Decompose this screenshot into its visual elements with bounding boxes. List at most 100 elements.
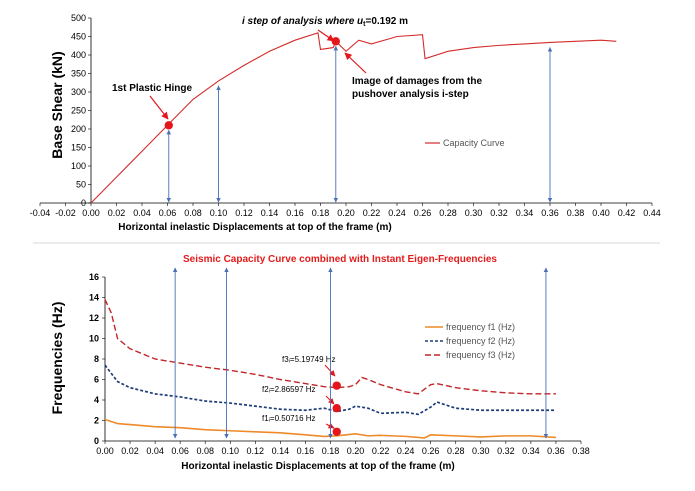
top-x-axis-label: Horizontal inelastic Displacements at to… — [118, 222, 391, 233]
bottom-x-tick-label: 0.32 — [497, 446, 515, 456]
bottom-chart-title: Seismic Capacity Curve combined with Ins… — [183, 254, 497, 265]
top-x-tick-label: 0.18 — [312, 208, 330, 218]
top-x-tick-label: 0.00 — [82, 208, 100, 218]
top-x-tick-label: 0.10 — [210, 208, 228, 218]
bottom-x-tick-label: 0.16 — [297, 446, 315, 456]
bottom-x-tick-label: 0.20 — [347, 446, 365, 456]
bottom-x-tick-label: 0.30 — [472, 446, 490, 456]
f1-value-label: f1ᵢ=0.50716 Hz — [262, 414, 316, 423]
frequency-marker — [332, 427, 341, 436]
f3-value-label: f3ᵢ=5.19749 Hz — [282, 355, 336, 364]
top-x-tick-label: 0.06 — [159, 208, 177, 218]
top-x-tick-label: 0.40 — [592, 208, 610, 218]
bottom-x-tick-label: 0.04 — [146, 446, 164, 456]
top-legend-label: Capacity Curve — [443, 138, 505, 148]
step-arrow — [317, 29, 335, 42]
top-x-tick-label: 0.20 — [337, 208, 355, 218]
plastic-hinge-label: 1st Plastic Hinge — [112, 83, 192, 94]
top-y-tick-label: 300 — [71, 87, 86, 97]
bottom-y-tick-label: 12 — [89, 313, 99, 323]
damage-label-line2: pushover analysis i-step — [352, 89, 469, 100]
bottom-x-tick-label: 0.24 — [397, 446, 415, 456]
top-y-axis-label: Base Shear (kN) — [49, 51, 65, 158]
connector-arrows — [166, 45, 553, 439]
bottom-y-tick-label: 8 — [94, 354, 99, 364]
bottom-x-tick-label: 0.18 — [322, 446, 340, 456]
top-x-tick-label: 0.30 — [465, 208, 483, 218]
bottom-x-tick-label: 0.06 — [171, 446, 189, 456]
plastic-hinge-arrow — [149, 95, 169, 120]
bottom-y-axis-label: Frequencies (Hz) — [49, 302, 65, 415]
bottom-x-tick-label: 0.14 — [272, 446, 290, 456]
top-x-tick-label: 0.14 — [261, 208, 279, 218]
step-prefix: i step of analysis where u — [242, 16, 363, 27]
top-x-tick-label: 0.02 — [108, 208, 126, 218]
top-y-tick-label: 350 — [71, 69, 86, 79]
top-x-tick-label: 0.24 — [388, 208, 406, 218]
top-x-tick-label: -0.02 — [55, 208, 76, 218]
bottom-y-tick-label: 10 — [89, 334, 99, 344]
bottom-y-tick-label: 4 — [94, 395, 99, 405]
bottom-y-tick-label: 16 — [89, 272, 99, 282]
top-x-tick-label: 0.28 — [439, 208, 457, 218]
top-y-tick-label: 50 — [76, 180, 86, 190]
capacity-curve-line — [90, 32, 617, 204]
top-y-tick-label: 500 — [71, 13, 86, 23]
f2-line — [104, 364, 556, 416]
legend-f3-label: frequency f3 (Hz) — [446, 350, 515, 360]
top-y-tick-label: 450 — [71, 32, 86, 42]
bottom-x-tick-label: 0.26 — [422, 446, 440, 456]
top-x-tick-label: 0.36 — [541, 208, 559, 218]
top-x-tick-label: 0.16 — [286, 208, 304, 218]
top-y-tick-label: 250 — [71, 106, 86, 116]
top-y-tick-label: 200 — [71, 124, 86, 134]
frequency-marker — [332, 381, 341, 390]
top-x-tick-label: 0.34 — [516, 208, 534, 218]
step-value: =0.192 m — [366, 16, 409, 27]
bottom-x-tick-label: 0.22 — [372, 446, 390, 456]
bottom-y-tick-label: 2 — [94, 416, 99, 426]
bottom-x-tick-label: 0.10 — [221, 446, 239, 456]
f1-arrow — [325, 422, 335, 429]
damage-arrow — [344, 52, 367, 74]
bottom-x-tick-label: 0.08 — [196, 446, 214, 456]
bottom-x-axis-label: Horizontal inelastic Displacements at to… — [181, 461, 454, 472]
top-x-tick-label: 0.22 — [363, 208, 381, 218]
top-x-tick-label: 0.04 — [133, 208, 151, 218]
bottom-x-tick-label: 0.00 — [96, 446, 114, 456]
top-y-tick-label: 0 — [81, 198, 86, 208]
bottom-x-tick-label: 0.02 — [121, 446, 139, 456]
frequency-marker — [332, 404, 341, 413]
top-x-tick-label: 0.12 — [235, 208, 253, 218]
f2-arrow — [325, 395, 335, 405]
step-annotation: i step of analysis where ut=0.192 m — [242, 16, 408, 28]
damage-label-line1: Image of damages from the — [352, 76, 482, 87]
top-x-tick-label: 0.08 — [184, 208, 202, 218]
top-x-tick-label: 0.42 — [618, 208, 636, 218]
f3-line — [104, 299, 556, 395]
step-sub: t — [363, 21, 366, 28]
top-x-tick-label: 0.26 — [414, 208, 432, 218]
top-x-tick-label: 0.32 — [490, 208, 508, 218]
capacity-chart: 0 50 100 150 200 250 300 350 400 450 500 -0.04 -0.0… — [30, 13, 661, 233]
bottom-x-tick-label: 0.34 — [522, 446, 540, 456]
top-y-tick-label: 100 — [71, 161, 86, 171]
bottom-x-tick-label: 0.28 — [447, 446, 465, 456]
legend-f1-label: frequency f1 (Hz) — [446, 322, 515, 332]
top-x-tick-label: 0.38 — [567, 208, 585, 218]
bottom-x-tick-label: 0.38 — [572, 446, 590, 456]
frequency-chart: Seismic Capacity Curve combined with Ins… — [49, 254, 590, 472]
bottom-y-tick-label: 6 — [94, 375, 99, 385]
bottom-x-tick-label: 0.36 — [547, 446, 565, 456]
capacity-marker — [164, 121, 173, 130]
bottom-y-tick-label: 0 — [94, 436, 99, 446]
top-y-tick-label: 150 — [71, 143, 86, 153]
bottom-y-tick-label: 14 — [89, 293, 99, 303]
top-x-tick-label: -0.04 — [30, 208, 51, 218]
bottom-x-tick-label: 0.12 — [247, 446, 265, 456]
f3-arrow — [324, 364, 336, 377]
top-y-tick-label: 400 — [71, 50, 86, 60]
capacity-marker — [331, 37, 340, 46]
legend-f2-label: frequency f2 (Hz) — [446, 336, 515, 346]
